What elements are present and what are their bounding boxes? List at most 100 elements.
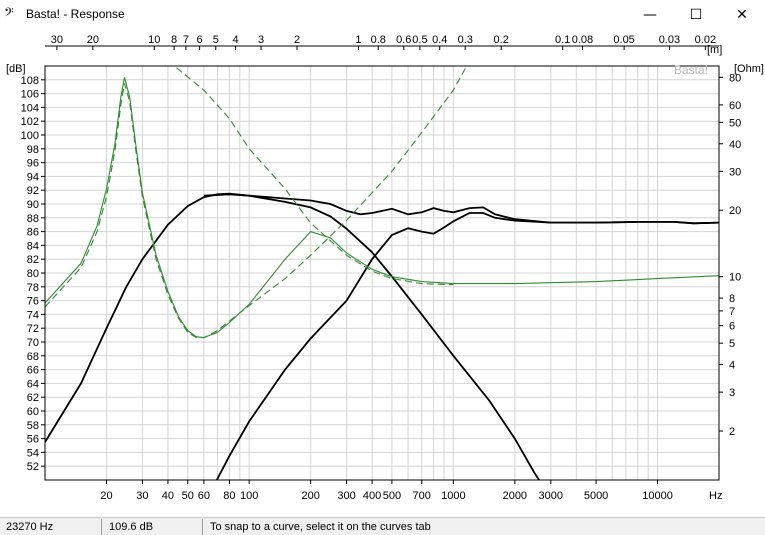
x-tick-label: 10000 (642, 490, 673, 502)
y-left-tick-label: 92 (27, 185, 39, 197)
top-tick-label: 30 (51, 34, 63, 46)
y-left-tick-label: 88 (27, 213, 39, 225)
top-tick-label: 0.8 (371, 34, 386, 46)
y-right-tick-label: 50 (729, 117, 741, 129)
top-tick-label: 7 (183, 34, 189, 46)
maximize-icon: ☐ (689, 7, 703, 23)
top-tick-label: 0.02 (695, 34, 716, 46)
x-tick-label: 60 (198, 490, 210, 502)
x-tick-label: 200 (301, 490, 319, 502)
y-right-tick-label: 3 (729, 387, 735, 399)
response-chart[interactable]: 5254565860626466687072747678808284868890… (0, 30, 765, 517)
top-tick-label: 1 (355, 34, 361, 46)
top-tick-label: 0.1 (555, 34, 570, 46)
x-tick-label: 500 (383, 490, 401, 502)
chart-grid (44, 66, 720, 480)
y-right-tick-label: 60 (729, 100, 741, 112)
bottom-margin (0, 480, 765, 517)
y-right-tick-label: 7 (729, 306, 735, 318)
y-left-tick-label: 58 (27, 420, 39, 432)
y-left-tick-label: 52 (27, 461, 39, 473)
y-left-tick-label: 78 (27, 282, 39, 294)
series-line-7 (167, 60, 454, 286)
left-margin (0, 66, 45, 480)
top-axis-unit: [m] (707, 44, 722, 56)
top-tick-label: 2 (294, 34, 300, 46)
top-tick-label: 20 (87, 34, 99, 46)
title-bar: 𝄢 Basta! - Response — ☐ ✕ (0, 0, 765, 30)
y-left-unit: [dB] (6, 63, 26, 75)
y-right-tick-label: 5 (729, 338, 735, 350)
watermark: Basta! (674, 63, 708, 77)
x-tick-label: 400 (363, 490, 381, 502)
y-left-tick-label: 76 (27, 296, 39, 308)
y-left-tick-label: 70 (27, 337, 39, 349)
chart-axes: 5254565860626466687072747678808284868890… (0, 30, 765, 517)
response-chart-area[interactable]: 52 54 56 58 60 62 64 66 68 70 72 74 76 78 80 82 84 86 88 90… (0, 30, 765, 517)
series-line-3 (203, 193, 720, 225)
y-left-tick-label: 82 (27, 254, 39, 266)
top-tick-label: 0.5 (412, 34, 427, 46)
top-tick-label: 3 (258, 34, 264, 46)
y-left-tick-label: 94 (27, 171, 39, 183)
x-tick-label: 80 (223, 490, 235, 502)
y-right-tick-label: 30 (729, 166, 741, 178)
x-axis-unit: Hz (709, 490, 722, 502)
x-tick-label: 300 (337, 490, 355, 502)
y-right-tick-label: 80 (729, 72, 741, 84)
y-left-tick-label: 90 (27, 199, 39, 211)
series-line-4 (44, 77, 720, 339)
y-left-tick-label: 96 (27, 158, 39, 170)
y-left-tick-label: 64 (27, 378, 39, 390)
top-tick-label: 0.03 (659, 34, 680, 46)
y-left-tick-label: 108 (21, 75, 39, 87)
right-margin (719, 66, 765, 480)
y-left-tick-label: 100 (21, 130, 39, 142)
series-line-1 (44, 192, 543, 484)
y-left-tick-label: 102 (21, 116, 39, 128)
x-tick-label: 20 (100, 490, 112, 502)
top-tick-label: 0.4 (432, 34, 447, 46)
y-right-tick-label: 2 (729, 426, 735, 438)
y-left-tick-label: 74 (27, 309, 39, 321)
top-tick-label: 0.05 (613, 34, 634, 46)
y-left-tick-label: 60 (27, 406, 39, 418)
maximize-button[interactable]: ☐ (673, 0, 719, 30)
bass-clef-icon: 𝄢 (4, 5, 14, 23)
x-tick-label: 3000 (539, 490, 563, 502)
y-left-tick-label: 72 (27, 323, 39, 335)
y-right-tick-label: 4 (729, 360, 735, 372)
x-tick-label: 100 (240, 490, 258, 502)
top-tick-label: 8 (171, 34, 177, 46)
status-level: 109.6 dB (105, 519, 203, 535)
y-left-tick-label: 84 (27, 240, 39, 252)
window-title: Basta! - Response (26, 7, 125, 21)
x-tick-label: 5000 (584, 490, 608, 502)
close-button[interactable]: ✕ (719, 0, 765, 30)
top-tick-label: 4 (232, 34, 238, 46)
series-line-6 (229, 60, 470, 322)
y-left-tick-label: 62 (27, 392, 39, 404)
y-left-tick-label: 54 (27, 447, 39, 459)
top-tick-label: 0.3 (458, 34, 473, 46)
y-left-tick-label: 98 (27, 144, 39, 156)
y-right-tick-label: 10 (729, 272, 741, 284)
status-message: To snap to a curve, select it on the cur… (210, 521, 431, 533)
series-line-5 (44, 83, 230, 339)
minimize-button[interactable]: — (627, 0, 673, 30)
y-left-tick-label: 56 (27, 434, 39, 446)
x-tick-label: 700 (413, 490, 431, 502)
y-right-tick-label: 6 (729, 321, 735, 333)
top-margin (0, 30, 765, 66)
top-tick-label: 0.6 (396, 34, 411, 46)
x-tick-label: 1000 (441, 490, 465, 502)
x-tick-label: 30 (136, 490, 148, 502)
y-left-tick-label: 86 (27, 227, 39, 239)
y-left-tick-label: 106 (21, 89, 39, 101)
y-left-tick-label: 104 (21, 102, 39, 114)
top-tick-label: 0.08 (572, 34, 593, 46)
top-tick-label: 10 (148, 34, 160, 46)
status-bar: 23270 Hz 109.6 dB To snap to a curve, se… (0, 517, 765, 535)
x-tick-label: 50 (182, 490, 194, 502)
y-right-tick-label: 40 (729, 139, 741, 151)
